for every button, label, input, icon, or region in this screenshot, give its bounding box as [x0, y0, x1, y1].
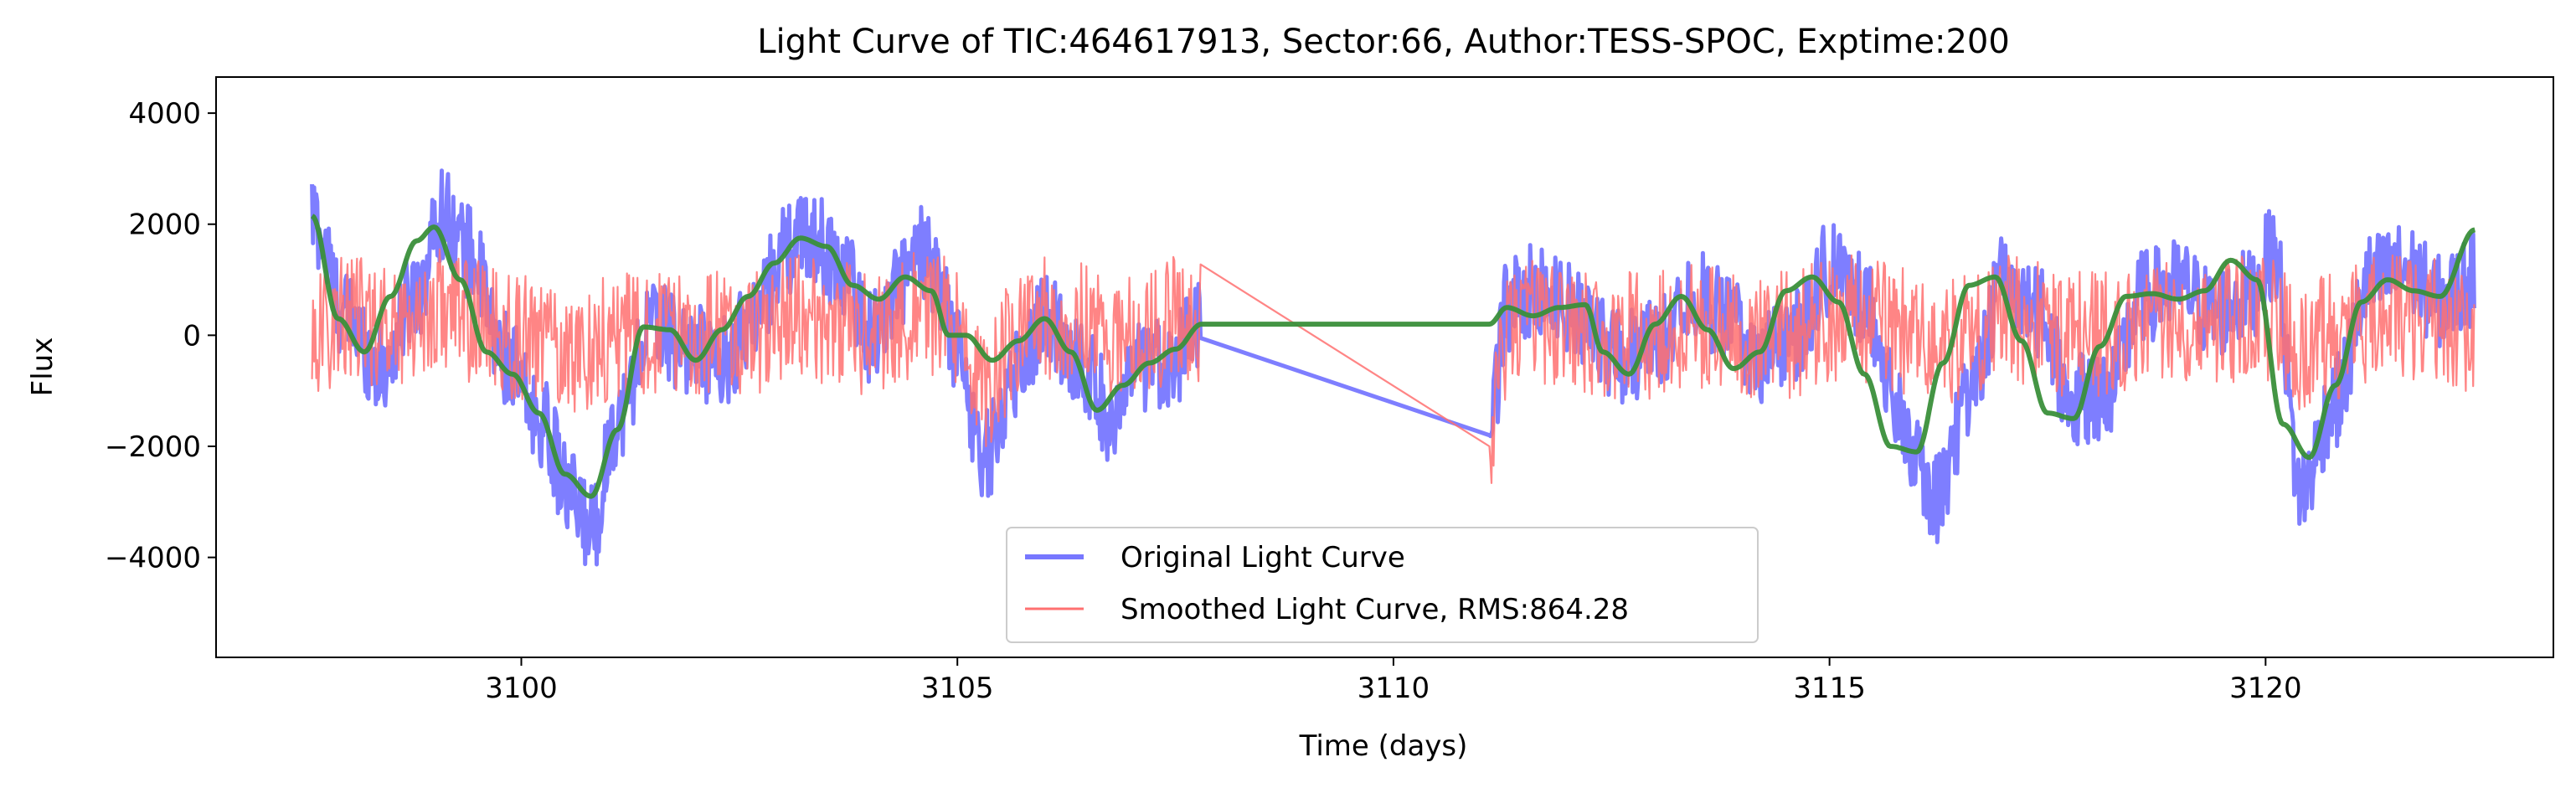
x-tick-label: 3120	[2229, 672, 2302, 705]
y-tick-label: 4000	[128, 97, 201, 131]
series-smoothed-light-curve	[311, 248, 2476, 484]
legend-label-original: Original Light Curve	[1121, 541, 1405, 574]
y-tick-label: −2000	[105, 430, 201, 464]
y-axis-label: Flux	[26, 337, 59, 397]
x-tick-label: 3110	[1358, 672, 1430, 705]
x-tick-label: 3100	[485, 672, 558, 705]
y-tick-label: 0	[183, 319, 201, 353]
y-tick-label: 2000	[128, 209, 201, 242]
legend-label-smoothed: Smoothed Light Curve, RMS:864.28	[1121, 593, 1629, 626]
series-layer	[310, 168, 2476, 567]
ticks-layer: 3100 3105 3110 3115 3120 −4000 −2000 0 2000 4000	[105, 97, 2302, 705]
series-smooth-fit	[310, 214, 2476, 499]
legend-box	[1006, 527, 1759, 643]
x-tick-label: 3115	[1793, 672, 1866, 705]
y-tick-label: −4000	[105, 542, 201, 575]
x-axis-label: Time (days)	[1299, 729, 1468, 763]
chart-title: Light Curve of TIC:464617913, Sector:66,…	[757, 23, 2010, 61]
x-tick-label: 3105	[921, 672, 994, 705]
plot-frame	[215, 76, 2554, 658]
legend: Original Light Curve Smoothed Light Curv…	[1006, 527, 1759, 643]
